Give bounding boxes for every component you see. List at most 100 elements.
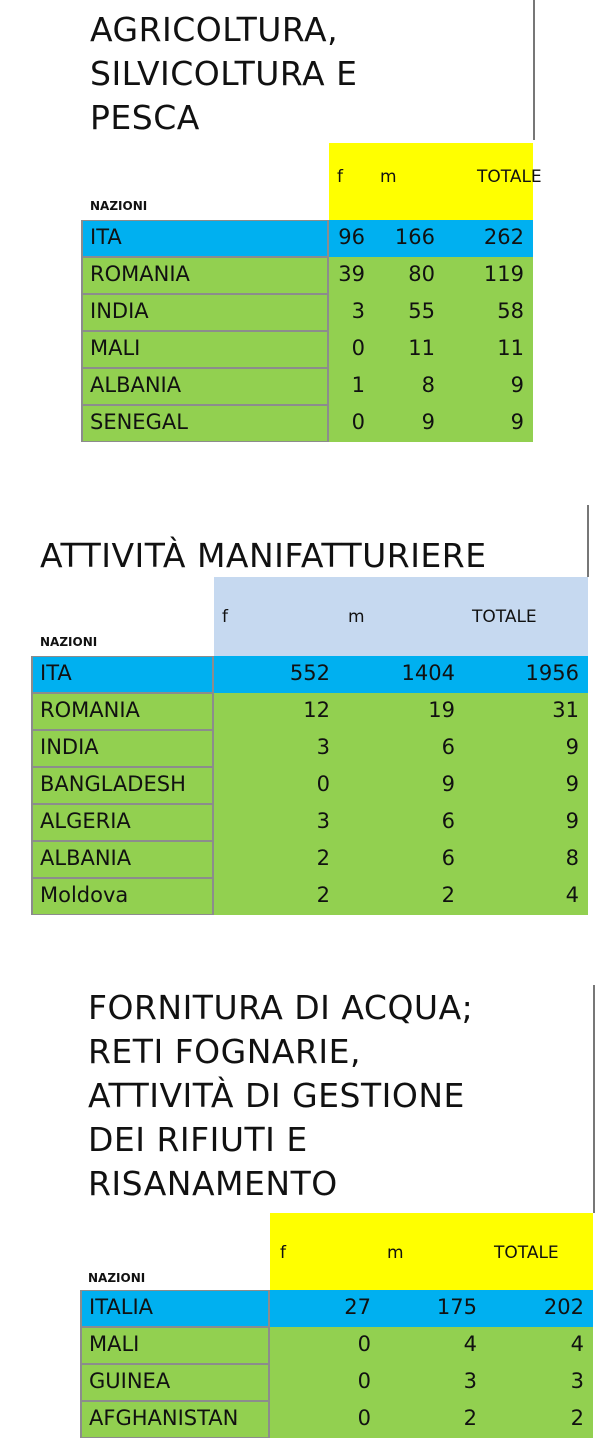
header-nations: NAZIONI [40, 635, 98, 649]
m-cell: 2 [441, 883, 455, 907]
country-cell: ITALIA [80, 1290, 270, 1327]
country-cell: MALI [81, 331, 329, 368]
f-cell: 39 [338, 262, 365, 286]
f-cell: 0 [357, 1406, 371, 1430]
table-row: ITA 552 1404 1956 [31, 656, 588, 693]
title-line: ATTIVITÀ DI GESTIONE [88, 1076, 465, 1115]
m-cell: 19 [428, 698, 455, 722]
table-row: MALI 0 11 11 [81, 331, 533, 368]
country-cell: ROMANIA [31, 693, 214, 730]
f-cell: 0 [351, 336, 365, 360]
table-row: INDIA 3 55 58 [81, 294, 533, 331]
header-nations: NAZIONI [88, 1271, 146, 1285]
divider-line [533, 0, 535, 140]
table-row: ALGERIA 3 6 9 [31, 804, 588, 841]
divider-line [593, 985, 595, 1213]
table-header: f m TOTALE [329, 143, 542, 220]
section-title: FORNITURA DI ACQUA; RETI FOGNARIE, ATTIVIT… [88, 986, 473, 1206]
table-row: MALI 0 4 4 [80, 1327, 593, 1364]
f-cell: 96 [338, 225, 365, 249]
country-cell: INDIA [81, 294, 329, 331]
f-cell: 27 [344, 1295, 371, 1319]
m-cell: 8 [421, 373, 435, 397]
total-cell: 2 [570, 1406, 584, 1430]
section-title: ATTIVITÀ MANIFATTURIERE [40, 534, 487, 578]
country-cell: BANGLADESH [31, 767, 214, 804]
country-cell: Moldova [31, 878, 214, 915]
total-cell: 3 [570, 1369, 584, 1393]
f-cell: 3 [316, 735, 330, 759]
header-total: TOTALE [477, 167, 542, 187]
total-cell: 58 [497, 299, 524, 323]
country-cell: AFGHANISTAN [80, 1401, 270, 1438]
f-cell: 3 [351, 299, 365, 323]
table-row: GUINEA 0 3 3 [80, 1364, 593, 1401]
header-nations: NAZIONI [90, 199, 148, 213]
m-cell: 55 [408, 299, 435, 323]
header-m: m [380, 167, 397, 187]
total-cell: 31 [552, 698, 579, 722]
table-header: f m TOTALE [270, 1213, 593, 1290]
f-cell: 0 [351, 410, 365, 434]
title-line: PESCA [90, 98, 200, 137]
f-cell: 0 [316, 772, 330, 796]
m-cell: 3 [463, 1369, 477, 1393]
total-cell: 4 [570, 1332, 584, 1356]
f-cell: 1 [351, 373, 365, 397]
table-row: AFGHANISTAN 0 2 2 [80, 1401, 593, 1438]
f-cell: 2 [316, 883, 330, 907]
table-row: ITALIA 27 175 202 [80, 1290, 593, 1327]
header-total: TOTALE [494, 1243, 559, 1263]
total-cell: 9 [565, 772, 579, 796]
f-cell: 0 [357, 1332, 371, 1356]
total-cell: 11 [497, 336, 524, 360]
m-cell: 80 [408, 262, 435, 286]
table-row: BANGLADESH 0 9 9 [31, 767, 588, 804]
m-cell: 2 [463, 1406, 477, 1430]
f-cell: 2 [316, 846, 330, 870]
country-cell: ROMANIA [81, 257, 329, 294]
country-cell: ITA [31, 656, 214, 693]
m-cell: 9 [441, 772, 455, 796]
table-row: ITA 96 166 262 [81, 220, 533, 257]
title-line: RISANAMENTO [88, 1164, 338, 1203]
header-m: m [348, 607, 365, 627]
m-cell: 6 [441, 735, 455, 759]
header-m: m [387, 1243, 404, 1263]
header-f: f [337, 167, 343, 187]
title-line: RETI FOGNARIE, [88, 1032, 361, 1071]
country-cell: ALBANIA [81, 368, 329, 405]
table-header: f m TOTALE [214, 577, 588, 656]
country-cell: GUINEA [80, 1364, 270, 1401]
total-cell: 9 [510, 410, 524, 434]
table-row: ROMANIA 39 80 119 [81, 257, 533, 294]
m-cell: 9 [421, 410, 435, 434]
table-row: ROMANIA 12 19 31 [31, 693, 588, 730]
m-cell: 4 [463, 1332, 477, 1356]
section-title: AGRICOLTURA, SILVICOLTURA E PESCA [90, 8, 357, 140]
country-cell: SENEGAL [81, 405, 329, 442]
f-cell: 12 [303, 698, 330, 722]
table-row: ALBANIA 1 8 9 [81, 368, 533, 405]
total-cell: 119 [483, 262, 524, 286]
table-row: INDIA 3 6 9 [31, 730, 588, 767]
total-cell: 202 [543, 1295, 584, 1319]
country-cell: ALGERIA [31, 804, 214, 841]
m-cell: 175 [436, 1295, 477, 1319]
title-line: AGRICOLTURA, [90, 10, 339, 49]
country-cell: INDIA [31, 730, 214, 767]
m-cell: 6 [441, 809, 455, 833]
m-cell: 6 [441, 846, 455, 870]
total-cell: 9 [565, 735, 579, 759]
m-cell: 11 [408, 336, 435, 360]
f-cell: 0 [357, 1369, 371, 1393]
divider-line [587, 505, 589, 577]
header-f: f [222, 607, 228, 627]
table-row: ALBANIA 2 6 8 [31, 841, 588, 878]
country-cell: ALBANIA [31, 841, 214, 878]
table-row: Moldova 2 2 4 [31, 878, 588, 915]
title-line: DEI RIFIUTI E [88, 1120, 308, 1159]
total-cell: 8 [565, 846, 579, 870]
total-cell: 4 [565, 883, 579, 907]
country-cell: MALI [80, 1327, 270, 1364]
